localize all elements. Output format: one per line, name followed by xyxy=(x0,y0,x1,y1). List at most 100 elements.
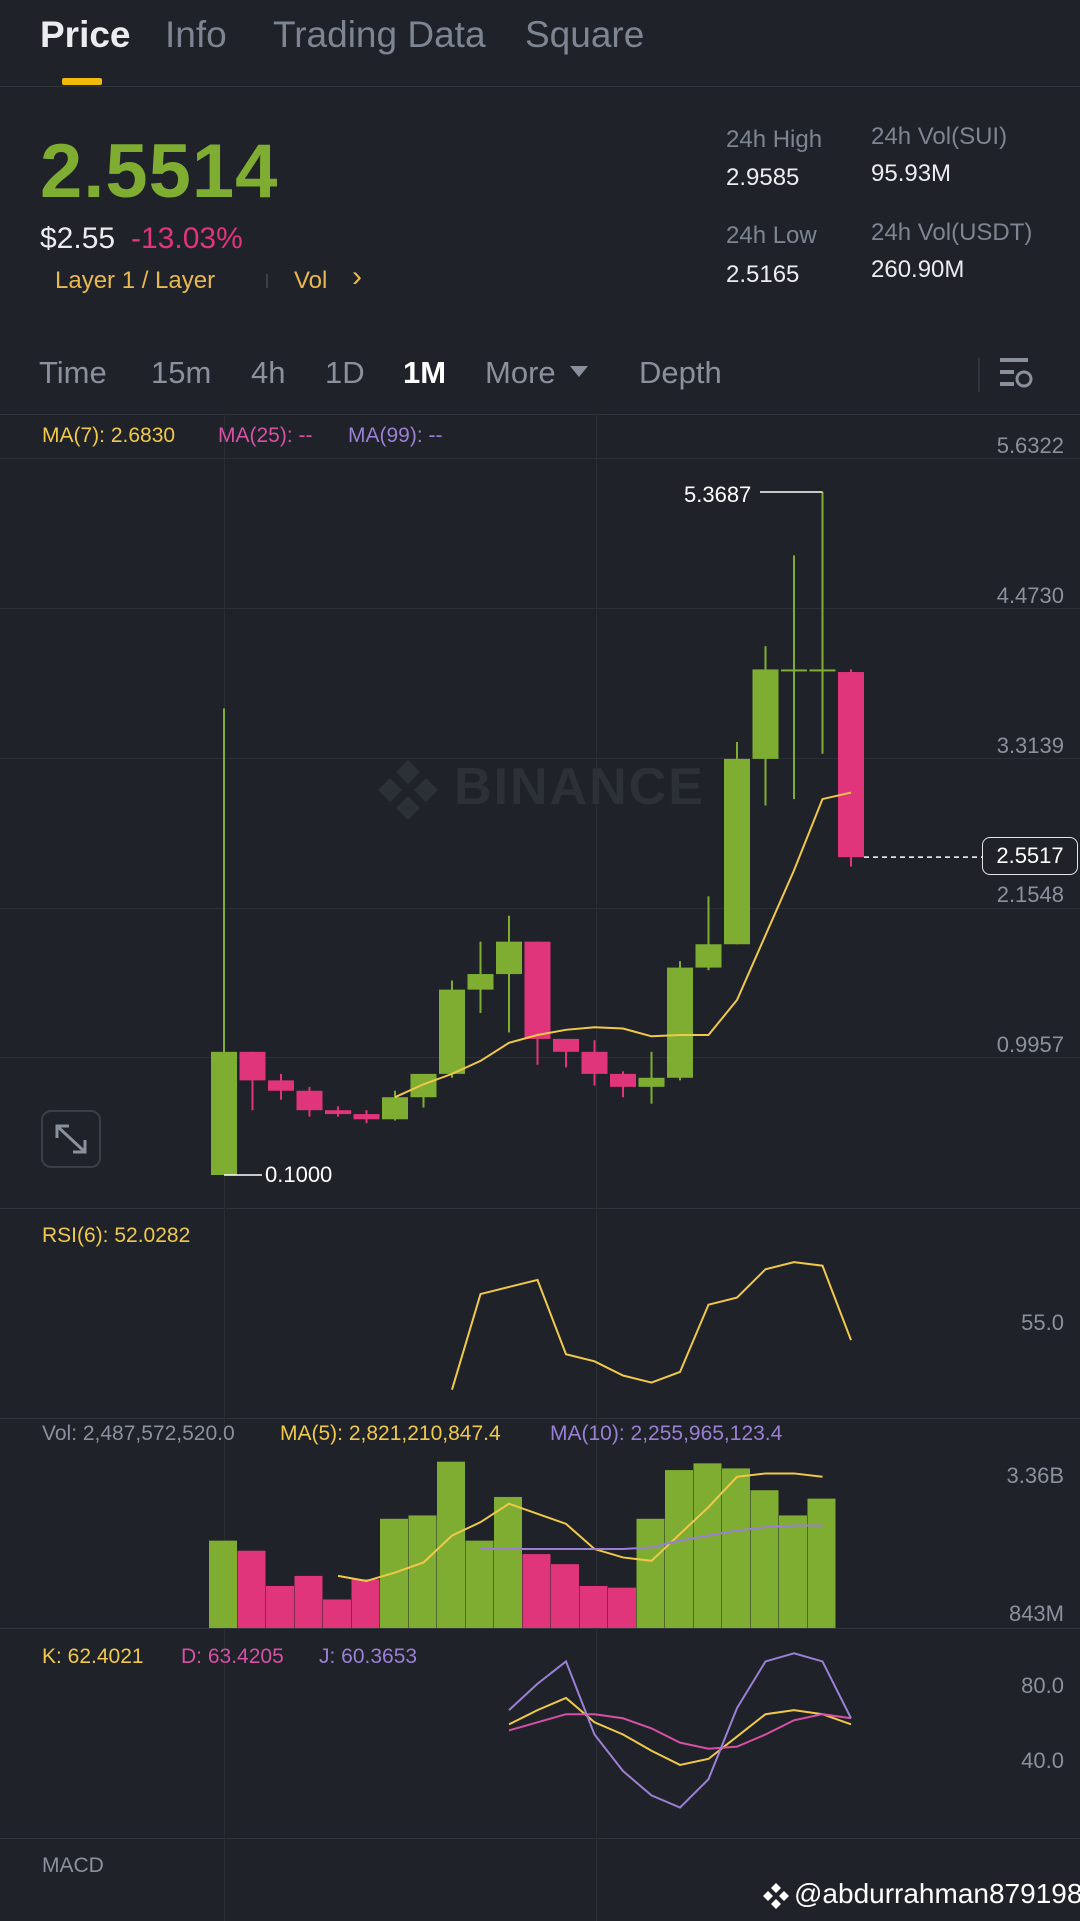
volume-bar xyxy=(494,1496,522,1628)
legend-vol-ma5: MA(5): 2,821,210,847.4 xyxy=(280,1422,501,1445)
grid-line xyxy=(0,908,1080,909)
max-price-label: 5.3687 xyxy=(684,482,752,507)
kdj-k-line xyxy=(508,1696,852,1767)
candle-body xyxy=(724,758,750,945)
candle-body xyxy=(752,669,779,759)
volume-bar xyxy=(266,1586,294,1628)
volume-bar xyxy=(722,1468,750,1628)
volume-bar xyxy=(209,1540,237,1628)
rsi-panel-border xyxy=(0,1208,1080,1209)
price-axis-label: 5.6322 xyxy=(996,433,1064,458)
chip-divider xyxy=(266,274,268,288)
binance-logo-icon xyxy=(378,760,438,820)
expand-chart-button[interactable] xyxy=(41,1110,101,1168)
interval-4h[interactable]: 4h xyxy=(251,355,286,390)
price-change: -13.03% xyxy=(131,222,243,255)
candle-body xyxy=(781,669,807,672)
legend-ma7: MA(7): 2.6830 xyxy=(42,424,176,447)
kdj-axis-label: 80.0 xyxy=(1021,1673,1064,1698)
grid-line xyxy=(0,608,1080,609)
candle-body xyxy=(524,941,551,1039)
price-usd: $2.55 xyxy=(40,222,116,255)
caret-down-icon[interactable] xyxy=(570,366,588,378)
legend-vol: Vol: 2,487,572,520.0 xyxy=(42,1422,235,1445)
kdj-d-line xyxy=(508,1713,852,1750)
tab-price[interactable]: Price xyxy=(40,14,131,55)
category-chip[interactable]: Layer 1 / Layer xyxy=(55,267,216,294)
legend-j: J: 60.3653 xyxy=(319,1645,418,1668)
volume-bar xyxy=(608,1587,636,1628)
legend-ma25: MA(25): -- xyxy=(218,424,313,447)
volume-bar xyxy=(807,1498,836,1628)
kdj-panel-border xyxy=(0,1628,1080,1629)
volume-bar xyxy=(779,1515,807,1628)
vol-axis-label: 843M xyxy=(1008,1601,1064,1626)
volume-bar xyxy=(294,1575,323,1628)
interval-15m[interactable]: 15m xyxy=(151,355,212,390)
interval-time[interactable]: Time xyxy=(39,355,107,390)
legend-rsi: RSI(6): 52.0282 xyxy=(42,1224,191,1247)
price-axis-label: 3.3139 xyxy=(996,733,1064,758)
vol-ma5-line xyxy=(337,1472,823,1582)
tab-trading-data[interactable]: Trading Data xyxy=(273,14,486,55)
candle-body xyxy=(610,1073,636,1087)
legend-d: D: 63.4205 xyxy=(181,1645,284,1668)
candle-body xyxy=(353,1114,380,1120)
candle-body xyxy=(695,944,722,968)
candle-body xyxy=(239,1051,266,1081)
candle-body xyxy=(581,1051,608,1074)
low-label: 24h Low xyxy=(726,222,817,249)
volume-bar xyxy=(237,1550,266,1628)
vol-usdt-label: 24h Vol(USDT) xyxy=(871,219,1033,246)
candle-body xyxy=(268,1080,294,1091)
high-label: 24h High xyxy=(726,126,823,153)
candle-body xyxy=(667,967,693,1078)
watermark-credit: @abdurrahman8791983 xyxy=(794,1878,1080,1909)
candle-body xyxy=(467,974,494,990)
vol-usdt-value: 260.90M xyxy=(871,256,965,283)
binance-logo-icon xyxy=(763,1883,789,1909)
grid-line xyxy=(0,758,1080,759)
interval-more[interactable]: More xyxy=(485,355,556,390)
volume-bar xyxy=(522,1554,551,1628)
vol-sui-value: 95.93M xyxy=(871,160,952,187)
interval-divider xyxy=(978,358,980,392)
vol-link[interactable]: Vol xyxy=(294,267,328,294)
price-axis-label: 0.9957 xyxy=(996,1032,1064,1057)
kdj-axis-label: 40.0 xyxy=(1021,1748,1064,1773)
tab-square[interactable]: Square xyxy=(525,14,645,55)
volume-bar xyxy=(750,1490,779,1628)
vol-ma10-line xyxy=(480,1524,823,1551)
candle-body xyxy=(838,672,864,858)
chart-settings-icon[interactable] xyxy=(998,356,1034,390)
volume-bar xyxy=(579,1586,608,1628)
interval-1d[interactable]: 1D xyxy=(325,355,365,390)
macd-panel-border xyxy=(0,1838,1080,1839)
tab-info[interactable]: Info xyxy=(165,14,227,55)
chevron-right-icon[interactable]: › xyxy=(352,260,362,293)
low-value: 2.5165 xyxy=(726,261,800,288)
rsi-line xyxy=(451,1261,852,1390)
volume-bar xyxy=(636,1518,665,1628)
legend-vol-ma10: MA(10): 2,255,965,123.4 xyxy=(550,1422,783,1445)
candle-body xyxy=(296,1090,323,1111)
volume-bar xyxy=(551,1564,579,1628)
candle-body xyxy=(211,1051,237,1175)
price-axis-label: 2.1548 xyxy=(996,882,1064,907)
interval-1m[interactable]: 1M xyxy=(403,355,447,390)
last-price: 2.5514 xyxy=(40,129,279,214)
candle-body xyxy=(410,1073,437,1098)
vol-axis-label: 3.36B xyxy=(1006,1463,1065,1488)
volume-bar xyxy=(351,1579,380,1628)
volume-bar xyxy=(665,1470,693,1628)
volume-bar xyxy=(693,1463,722,1628)
candle-body xyxy=(553,1038,579,1052)
legend-k: K: 62.4021 xyxy=(42,1645,144,1668)
chart-top-border xyxy=(0,414,1080,415)
rsi-axis-label: 55.0 xyxy=(1021,1310,1064,1335)
candle-body xyxy=(439,989,465,1074)
grid-line xyxy=(0,1057,1080,1058)
interval-depth[interactable]: Depth xyxy=(639,355,722,390)
min-price-label: 0.1000 xyxy=(265,1162,333,1187)
